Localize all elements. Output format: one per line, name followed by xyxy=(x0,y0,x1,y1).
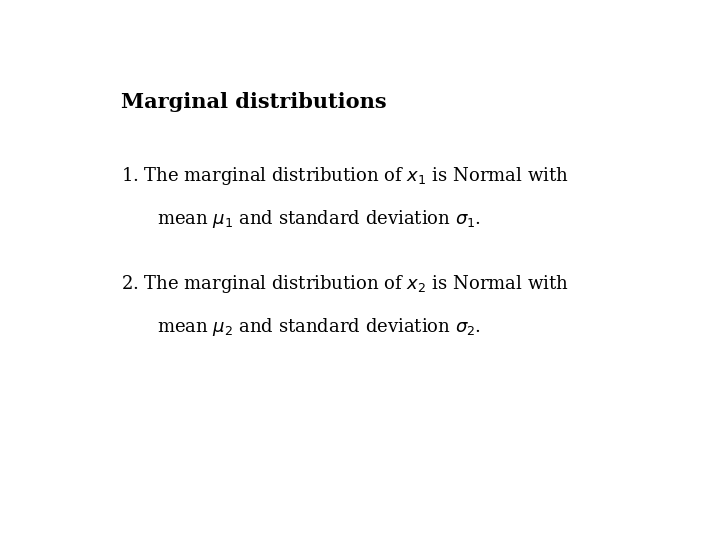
Text: Marginal distributions: Marginal distributions xyxy=(121,92,387,112)
Text: mean $\mu_1$ and standard deviation $\sigma_1$.: mean $\mu_1$ and standard deviation $\si… xyxy=(140,208,482,230)
Text: 1. The marginal distribution of $x_1$ is Normal with: 1. The marginal distribution of $x_1$ is… xyxy=(121,165,568,187)
Text: mean $\mu_2$ and standard deviation $\sigma_2$.: mean $\mu_2$ and standard deviation $\si… xyxy=(140,316,482,339)
Text: 2. The marginal distribution of $x_2$ is Normal with: 2. The marginal distribution of $x_2$ is… xyxy=(121,273,568,295)
